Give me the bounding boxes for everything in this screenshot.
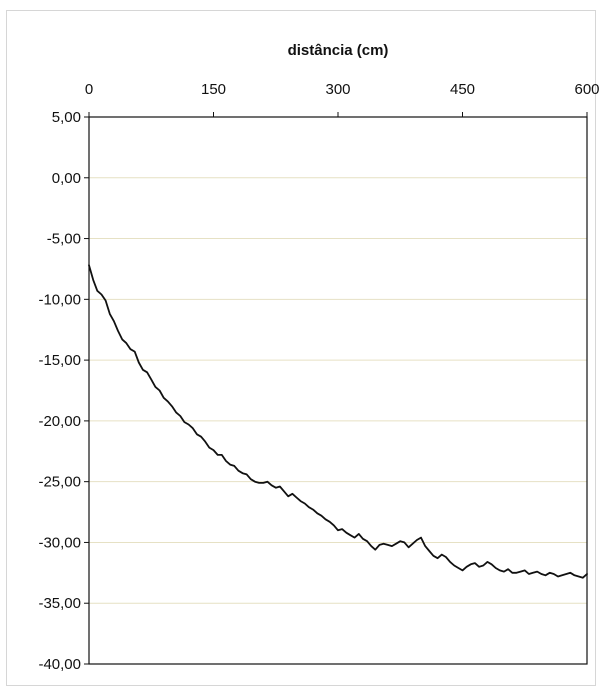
chart-frame	[6, 10, 596, 686]
y-tick-label: -20,00	[38, 413, 81, 430]
y-tick-label: -30,00	[38, 534, 81, 551]
plot-area-border	[88, 116, 588, 665]
y-tick-label: -15,00	[38, 352, 81, 369]
y-tick-label: -25,00	[38, 474, 81, 491]
y-tick-label: 0,00	[52, 170, 81, 187]
y-tick-labels: 5,00 0,00 -5,00 -10,00 -15,00 -20,00 -25,00 -30…	[38, 109, 81, 673]
x-tick-label: 300	[325, 81, 350, 98]
y-tick-label: -5,00	[47, 231, 81, 248]
y-tick-label: -35,00	[38, 595, 81, 612]
x-tick-labels: 0 150 300 450 600	[85, 81, 600, 98]
x-tick-label: 600	[574, 81, 599, 98]
axes	[84, 112, 588, 665]
gridlines	[89, 177, 587, 604]
y-tick-label: -40,00	[38, 656, 81, 673]
series-line	[88, 264, 588, 579]
x-tick-label: 0	[85, 81, 93, 98]
x-axis-title: distância (cm)	[288, 42, 389, 59]
x-tick-label: 450	[450, 81, 475, 98]
x-tick-label: 150	[201, 81, 226, 98]
series-layer	[88, 264, 588, 579]
y-tick-label: -10,00	[38, 291, 81, 308]
y-tick-label: 5,00	[52, 109, 81, 126]
